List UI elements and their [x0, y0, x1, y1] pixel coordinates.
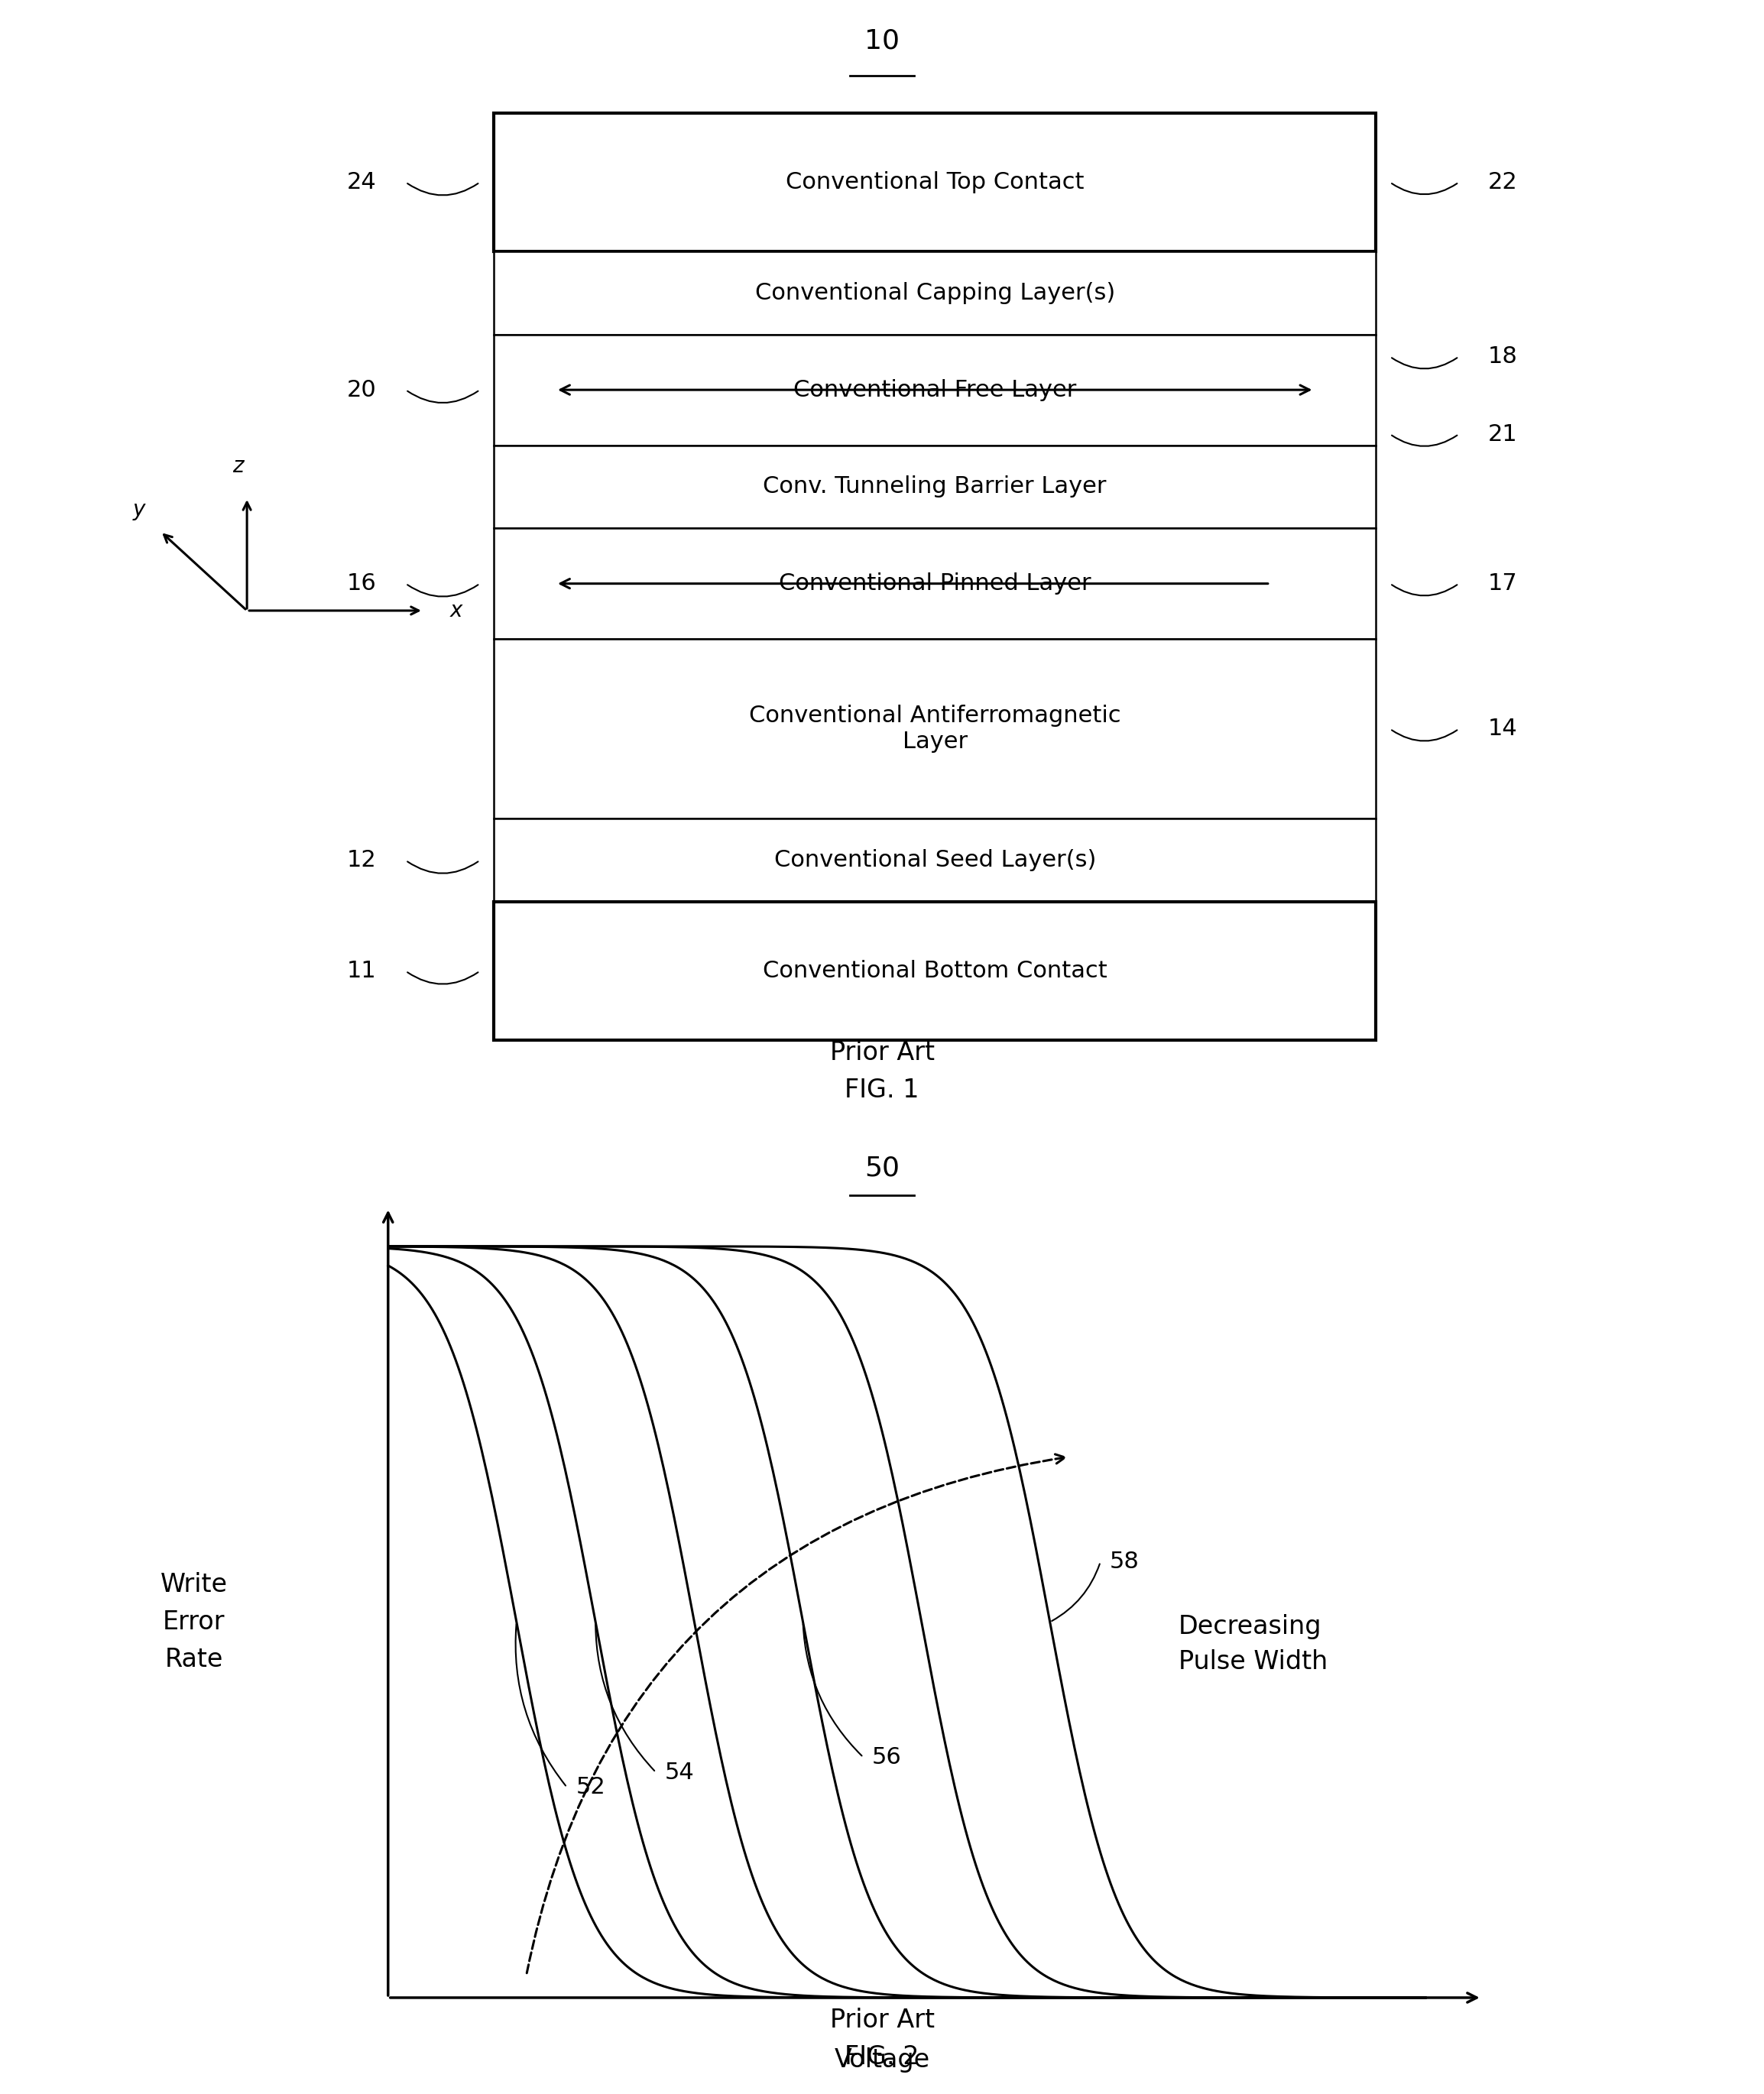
Text: 21: 21	[1489, 423, 1517, 446]
Text: Prior Art
FIG. 2: Prior Art FIG. 2	[829, 2008, 935, 2069]
FancyArrowPatch shape	[527, 1453, 1065, 1973]
Text: 10: 10	[864, 27, 900, 54]
Text: 22: 22	[1489, 172, 1517, 193]
Text: Conventional Capping Layer(s): Conventional Capping Layer(s)	[755, 283, 1115, 304]
Text: Write
Error
Rate: Write Error Rate	[161, 1573, 228, 1671]
Text: 52: 52	[575, 1776, 605, 1799]
Text: Conventional Free Layer: Conventional Free Layer	[794, 379, 1076, 400]
Text: Prior Art
FIG. 1: Prior Art FIG. 1	[829, 1041, 935, 1101]
Text: Conventional Pinned Layer: Conventional Pinned Layer	[778, 572, 1092, 595]
Text: y: y	[132, 498, 146, 519]
Text: 24: 24	[348, 172, 376, 193]
Bar	[494, 639, 1376, 819]
Text: 17: 17	[1489, 572, 1517, 595]
Text: 20: 20	[348, 379, 376, 400]
Bar	[494, 819, 1376, 903]
Text: z: z	[233, 456, 243, 477]
Text: 50: 50	[864, 1156, 900, 1181]
Text: 12: 12	[348, 850, 376, 871]
Text: Decreasing
Pulse Width: Decreasing Pulse Width	[1178, 1614, 1328, 1675]
Text: Conventional Bottom Contact: Conventional Bottom Contact	[762, 959, 1108, 982]
Bar	[494, 335, 1376, 446]
Text: Voltage: Voltage	[834, 2048, 930, 2073]
Bar	[494, 446, 1376, 528]
Bar	[494, 113, 1376, 251]
Text: 58: 58	[1110, 1552, 1140, 1573]
Text: 16: 16	[348, 572, 376, 595]
Text: Conventional Top Contact: Conventional Top Contact	[785, 172, 1085, 193]
Text: Conventional Antiferromagnetic
Layer: Conventional Antiferromagnetic Layer	[750, 706, 1120, 754]
Text: Conv. Tunneling Barrier Layer: Conv. Tunneling Barrier Layer	[764, 475, 1106, 498]
Bar	[494, 903, 1376, 1041]
Text: 56: 56	[871, 1746, 901, 1767]
Text: 11: 11	[348, 959, 376, 982]
Text: 54: 54	[665, 1761, 695, 1784]
Bar	[494, 528, 1376, 639]
Bar	[494, 251, 1376, 335]
Text: Conventional Seed Layer(s): Conventional Seed Layer(s)	[774, 850, 1095, 871]
Text: x: x	[450, 599, 462, 622]
Text: 14: 14	[1489, 718, 1517, 739]
Text: 18: 18	[1489, 346, 1517, 369]
